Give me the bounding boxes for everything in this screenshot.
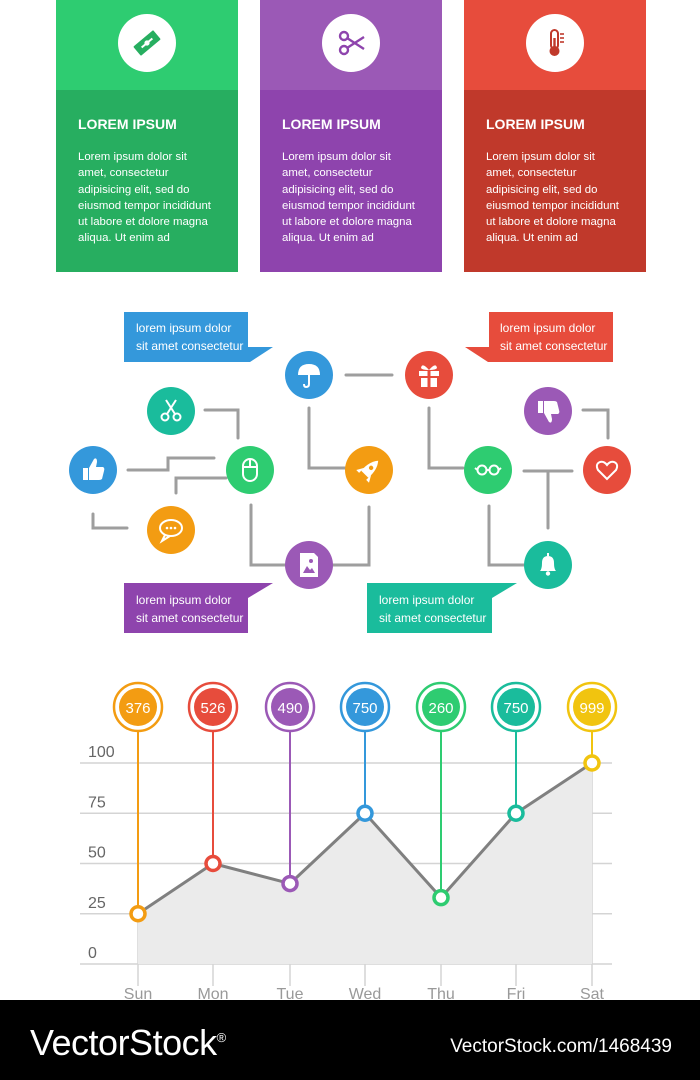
callout-text: lorem ipsum dolor (136, 321, 231, 335)
callout-text: sit amet consectetur (500, 339, 607, 353)
glasses-icon (464, 446, 512, 494)
x-tick-label: Mon (197, 986, 228, 1000)
scissors-icon (147, 387, 195, 435)
x-tick-label: Sun (124, 986, 152, 1000)
callout-text: lorem ipsum dolor (379, 593, 474, 607)
card-text: Lorem ipsum dolor sit amet, consectetur … (282, 151, 415, 245)
badge-stems (137, 731, 593, 907)
line-chart: 0 25 50 75 100 376 526 490 750 260 750 999 Sun Mon T… (80, 681, 618, 1000)
footer-bar: VectorStock® VectorStock.com/1468439 (0, 1000, 700, 1080)
icon-circle (322, 14, 380, 72)
thumbs-down-icon (524, 387, 572, 435)
card-body (464, 90, 646, 272)
mouse-icon (226, 446, 274, 494)
callout-3: lorem ipsum dolor sit amet consectetur (124, 583, 273, 633)
callout-text: sit amet consectetur (136, 611, 243, 625)
brand-name: VectorStock (30, 1022, 217, 1063)
thumbs-up-icon (69, 446, 117, 494)
x-tick-label: Wed (349, 986, 382, 1000)
value-badge-label: 526 (200, 700, 225, 717)
chat-bubble-icon (147, 506, 195, 554)
y-tick-label: 0 (88, 945, 97, 962)
data-point (281, 874, 299, 893)
thermometer-icon (549, 29, 564, 56)
card-title: LOREM IPSUM (282, 116, 381, 132)
data-point (507, 804, 525, 822)
value-badge-label: 750 (503, 700, 528, 717)
card-header (464, 0, 646, 90)
heart-icon (583, 446, 631, 494)
flow-diagram: lorem ipsum dolor sit amet consectetur l… (69, 312, 631, 633)
badge-fill (497, 688, 535, 726)
data-points (129, 754, 601, 923)
value-badges: 376 526 490 750 260 750 999 (112, 681, 618, 733)
chart-area (138, 763, 592, 964)
callout-1: lorem ipsum dolor sit amet consectetur (124, 312, 273, 362)
scissors-icon (338, 30, 365, 56)
callout-text: sit amet consectetur (136, 339, 243, 353)
image-file-icon (285, 541, 333, 589)
card-body (260, 90, 442, 272)
y-tick-label: 100 (88, 744, 115, 761)
stock-id: VectorStock.com/1468439 (450, 1036, 672, 1057)
card-title: LOREM IPSUM (486, 116, 585, 132)
card-header (260, 0, 442, 90)
badge-fill (346, 688, 384, 726)
value-badge-label: 750 (352, 700, 377, 717)
callout-text: lorem ipsum dolor (136, 593, 231, 607)
bell-icon (524, 541, 572, 589)
card-text: Lorem ipsum dolor sit amet, consectetur … (486, 151, 619, 245)
info-card-2: LOREM IPSUM Lorem ipsum dolor sit amet, … (260, 0, 442, 272)
y-tick-label: 50 (88, 845, 106, 862)
x-tick-label: Sat (580, 986, 605, 1000)
y-tick-label: 25 (88, 895, 106, 912)
icon-circle (526, 14, 584, 72)
value-badge-label: 376 (125, 700, 150, 717)
x-tick-label: Fri (507, 986, 526, 1000)
data-point (432, 888, 450, 907)
badge-fill (573, 688, 611, 726)
callout-2: lorem ipsum dolor sit amet consectetur (465, 312, 613, 362)
umbrella-icon (285, 351, 333, 399)
connector-lines (91, 373, 610, 567)
info-card-1: LOREM IPSUM Lorem ipsum dolor sit amet, … (56, 0, 238, 272)
callout-4: lorem ipsum dolor sit amet consectetur (367, 583, 517, 633)
value-badge-label: 999 (579, 700, 604, 717)
data-point (129, 905, 147, 923)
icon-circle (118, 14, 176, 72)
card-text: Lorem ipsum dolor sit amet, consectetur … (78, 151, 211, 245)
badge-fill (119, 688, 157, 726)
badge-fill (194, 688, 232, 726)
data-point (204, 854, 222, 873)
x-tick-label: Tue (277, 986, 304, 1000)
gift-icon (405, 351, 453, 399)
card-body (56, 90, 238, 272)
badge-fill (422, 688, 460, 726)
brand-logo: VectorStock® (30, 1022, 226, 1064)
callout-text: lorem ipsum dolor (500, 321, 595, 335)
value-badge-label: 490 (277, 700, 302, 717)
rocket-icon (345, 446, 393, 494)
x-axis-labels: Sun Mon Tue Wed Thu Fri Sat (124, 986, 605, 1000)
razor-blade-icon (133, 30, 161, 56)
registered-mark: ® (216, 1030, 227, 1045)
badge-fill (271, 688, 309, 726)
value-badge-label: 260 (428, 700, 453, 717)
y-tick-label: 75 (88, 794, 106, 811)
info-card-3: LOREM IPSUM Lorem ipsum dolor sit amet, … (464, 0, 646, 272)
callout-text: sit amet consectetur (379, 611, 486, 625)
card-header (56, 0, 238, 90)
x-tick-label: Thu (427, 986, 455, 1000)
data-point (356, 804, 374, 822)
y-axis-labels: 0 25 50 75 100 (88, 744, 115, 962)
data-point (583, 754, 601, 772)
card-title: LOREM IPSUM (78, 116, 177, 132)
